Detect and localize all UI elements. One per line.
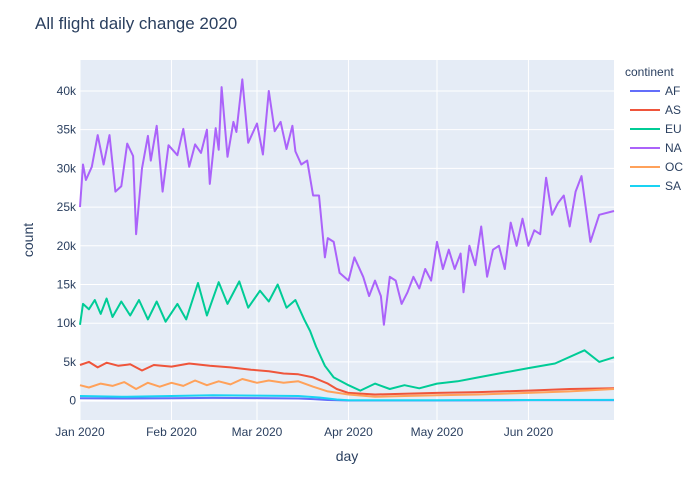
legend-label-eu: EU xyxy=(665,122,682,136)
x-axis-title: day xyxy=(336,448,359,464)
series-line-na xyxy=(79,78,615,326)
y-tick-label: 25k xyxy=(57,200,77,214)
legend-label-sa: SA xyxy=(665,179,681,193)
x-gridlines xyxy=(79,60,529,420)
series-line-as xyxy=(79,360,615,396)
chart-title: All flight daily change 2020 xyxy=(35,14,237,33)
x-tick-labels: Jan 2020 Feb 2020 Mar 2020 Apr 2020 May 2020… xyxy=(55,425,553,439)
legend-title: continent xyxy=(625,65,674,79)
x-tick-label: May 2020 xyxy=(411,425,464,439)
x-tick-label: Feb 2020 xyxy=(146,425,197,439)
y-tick-label: 35k xyxy=(57,123,77,137)
series-lines xyxy=(79,78,615,402)
x-tick-label: Apr 2020 xyxy=(324,425,373,439)
series-line-oc xyxy=(79,378,615,398)
x-tick-label: Mar 2020 xyxy=(232,425,283,439)
x-tick-label: Jun 2020 xyxy=(504,425,554,439)
legend-label-oc: OC xyxy=(665,160,683,174)
series-line-eu xyxy=(79,280,615,392)
y-tick-labels: 0 5k 10k 15k 20k 25k 30k 35k 40k xyxy=(57,84,77,408)
legend: continent AF AS EU NA OC SA xyxy=(625,65,683,193)
y-tick-label: 5k xyxy=(63,355,77,369)
x-tick-label: Jan 2020 xyxy=(55,425,105,439)
y-tick-label: 0 xyxy=(69,394,76,408)
y-tick-label: 40k xyxy=(57,84,77,98)
y-tick-label: 30k xyxy=(57,161,77,175)
y-tick-label: 15k xyxy=(57,278,77,292)
y-axis-title: count xyxy=(20,223,36,257)
legend-label-af: AF xyxy=(665,84,680,98)
legend-label-na: NA xyxy=(665,141,682,155)
y-tick-label: 10k xyxy=(57,316,77,330)
legend-label-as: AS xyxy=(665,103,681,117)
series-line-sa xyxy=(79,394,615,402)
y-tick-label: 20k xyxy=(57,239,77,253)
plot-area xyxy=(80,60,614,420)
